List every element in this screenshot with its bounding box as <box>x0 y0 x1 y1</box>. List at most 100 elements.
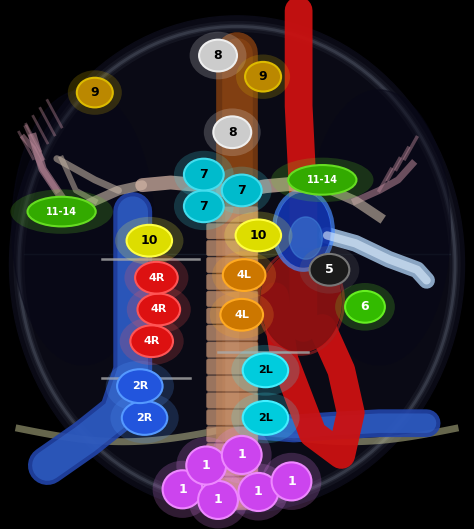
Text: 7: 7 <box>237 184 246 197</box>
Ellipse shape <box>210 291 273 339</box>
Text: 4R: 4R <box>148 273 164 282</box>
FancyBboxPatch shape <box>207 308 258 324</box>
Ellipse shape <box>223 259 265 291</box>
FancyBboxPatch shape <box>207 257 258 273</box>
Ellipse shape <box>184 159 224 190</box>
Ellipse shape <box>243 353 288 387</box>
Ellipse shape <box>271 158 374 202</box>
Ellipse shape <box>212 426 272 484</box>
Text: 1: 1 <box>254 486 263 498</box>
FancyBboxPatch shape <box>207 206 258 222</box>
Ellipse shape <box>190 32 246 79</box>
Text: 2R: 2R <box>132 381 148 391</box>
Ellipse shape <box>163 470 202 508</box>
Ellipse shape <box>199 40 237 71</box>
Ellipse shape <box>186 446 226 485</box>
FancyBboxPatch shape <box>207 291 258 307</box>
Text: 4R: 4R <box>151 305 167 314</box>
Ellipse shape <box>174 151 234 198</box>
Ellipse shape <box>122 401 167 435</box>
Ellipse shape <box>261 251 341 352</box>
Ellipse shape <box>106 361 174 412</box>
Ellipse shape <box>231 393 300 443</box>
Text: 10: 10 <box>250 229 267 242</box>
Ellipse shape <box>300 246 359 294</box>
Ellipse shape <box>176 437 236 494</box>
Ellipse shape <box>127 225 172 257</box>
Text: 7: 7 <box>200 200 208 213</box>
Text: 9: 9 <box>91 86 99 99</box>
Text: 4R: 4R <box>144 336 160 346</box>
Ellipse shape <box>130 325 173 357</box>
Ellipse shape <box>198 481 238 519</box>
Ellipse shape <box>288 165 356 195</box>
FancyBboxPatch shape <box>207 376 258 391</box>
Ellipse shape <box>272 462 311 500</box>
Text: 10: 10 <box>141 234 158 247</box>
Ellipse shape <box>135 262 178 294</box>
Ellipse shape <box>184 190 224 222</box>
Text: 4L: 4L <box>237 270 252 280</box>
FancyBboxPatch shape <box>207 325 258 341</box>
Text: 1: 1 <box>214 494 222 506</box>
Ellipse shape <box>9 16 465 513</box>
Ellipse shape <box>222 436 262 474</box>
Text: 2R: 2R <box>137 413 153 423</box>
Text: 9: 9 <box>259 70 267 83</box>
Ellipse shape <box>153 461 212 518</box>
FancyBboxPatch shape <box>207 393 258 408</box>
FancyBboxPatch shape <box>207 477 258 493</box>
Ellipse shape <box>289 217 322 259</box>
Ellipse shape <box>236 54 290 99</box>
Ellipse shape <box>212 167 272 214</box>
Ellipse shape <box>127 286 191 333</box>
Text: 7: 7 <box>200 168 208 181</box>
FancyBboxPatch shape <box>207 223 258 239</box>
FancyBboxPatch shape <box>207 240 258 256</box>
FancyBboxPatch shape <box>207 342 258 358</box>
Ellipse shape <box>204 108 261 156</box>
Ellipse shape <box>115 217 183 264</box>
Text: 11-14: 11-14 <box>307 175 338 185</box>
Text: 4L: 4L <box>234 310 249 320</box>
Ellipse shape <box>345 291 385 323</box>
Ellipse shape <box>245 62 281 92</box>
Text: 1: 1 <box>202 459 210 472</box>
FancyBboxPatch shape <box>207 359 258 375</box>
Text: 1: 1 <box>237 449 246 461</box>
Text: 2L: 2L <box>258 413 273 423</box>
Ellipse shape <box>27 197 96 226</box>
Ellipse shape <box>174 183 234 230</box>
Ellipse shape <box>119 317 183 365</box>
Ellipse shape <box>137 294 180 325</box>
Ellipse shape <box>12 90 154 365</box>
Ellipse shape <box>238 473 278 511</box>
Text: 8: 8 <box>214 49 222 62</box>
Ellipse shape <box>212 251 276 299</box>
Ellipse shape <box>236 220 281 251</box>
Ellipse shape <box>224 212 292 259</box>
Ellipse shape <box>220 299 263 331</box>
Ellipse shape <box>213 116 251 148</box>
FancyBboxPatch shape <box>207 409 258 425</box>
FancyBboxPatch shape <box>207 460 258 476</box>
FancyBboxPatch shape <box>207 443 258 459</box>
Ellipse shape <box>110 393 179 443</box>
Ellipse shape <box>124 254 188 302</box>
Ellipse shape <box>10 189 113 234</box>
Text: 8: 8 <box>228 126 237 139</box>
Ellipse shape <box>276 193 331 267</box>
Ellipse shape <box>262 453 321 510</box>
Ellipse shape <box>77 78 113 107</box>
FancyBboxPatch shape <box>207 494 258 510</box>
Ellipse shape <box>188 471 248 528</box>
Ellipse shape <box>68 70 122 115</box>
Ellipse shape <box>243 401 288 435</box>
Text: 11-14: 11-14 <box>46 207 77 216</box>
Text: 6: 6 <box>361 300 369 313</box>
Text: 2L: 2L <box>258 366 273 375</box>
Ellipse shape <box>222 175 262 206</box>
Ellipse shape <box>308 90 450 365</box>
Ellipse shape <box>335 283 395 331</box>
Text: 5: 5 <box>325 263 334 276</box>
